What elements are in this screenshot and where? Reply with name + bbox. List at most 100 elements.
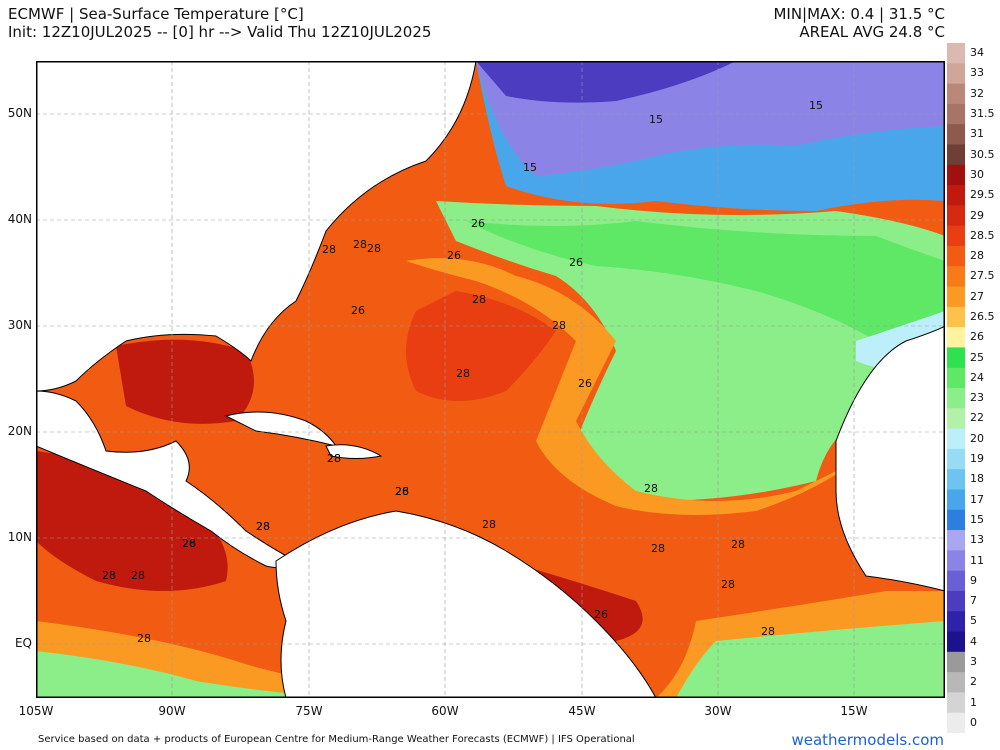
- contour-label: 28: [102, 569, 116, 582]
- color-scale-label: 18: [970, 472, 984, 486]
- color-scale-label: 20: [970, 431, 984, 445]
- header-right: MIN|MAX: 0.4 | 31.5 °C AREAL AVG 24.8 °C: [773, 5, 945, 41]
- contour-label: 15: [649, 113, 663, 126]
- contour-label: 28: [395, 485, 409, 498]
- contour-label: 28: [182, 537, 196, 550]
- color-scale-swatch: [947, 408, 965, 430]
- color-scale-swatch: [947, 306, 965, 328]
- color-scale-label: 2: [970, 675, 977, 689]
- contour-label: 28: [353, 238, 367, 251]
- color-scale-label: 32: [970, 86, 984, 100]
- color-scale-swatch: [947, 448, 965, 470]
- contour-label: 28: [721, 578, 735, 591]
- color-scale-swatch: [947, 590, 965, 612]
- latitude-label: 40N: [7, 212, 32, 226]
- color-scale-label: 31.5: [970, 107, 995, 121]
- color-scale-label: 22: [970, 411, 984, 425]
- ocean-eq-atlantic-green: [676, 621, 945, 698]
- color-scale-label: 30: [970, 167, 984, 181]
- color-scale-label: 9: [970, 573, 977, 587]
- color-scale-swatch: [947, 631, 965, 653]
- contour-label: 28: [327, 452, 341, 465]
- color-scale-label: 34: [970, 46, 984, 60]
- color-scale-label: 0: [970, 715, 977, 729]
- minmax-readout: MIN|MAX: 0.4 | 31.5 °C: [773, 5, 945, 23]
- color-scale-swatch: [947, 225, 965, 247]
- longitude-label: 45W: [568, 704, 596, 718]
- contour-label: 26: [447, 249, 461, 262]
- map-frame: [36, 61, 945, 698]
- color-scale-swatch: [947, 63, 965, 85]
- contour-label: 28: [552, 319, 566, 332]
- color-scale-label: 33: [970, 66, 984, 80]
- color-scale-swatch: [947, 144, 965, 166]
- contour-label: 26: [594, 608, 608, 621]
- color-scale-swatch: [947, 245, 965, 267]
- color-scale-label: 27: [970, 289, 984, 303]
- contour-label: 26: [578, 377, 592, 390]
- ocean-gulfstream-warm: [406, 291, 556, 401]
- contour-label: 28: [761, 625, 775, 638]
- latitude-label: 50N: [7, 106, 32, 120]
- color-scale-swatch: [947, 124, 965, 145]
- ocean-gulf-of-mexico: [116, 339, 254, 424]
- color-scale-label: 30.5: [970, 147, 995, 161]
- longitude-label: 105W: [18, 704, 54, 718]
- color-scale-label: 1: [970, 695, 977, 709]
- ocean-eq-pacific-green: [36, 651, 336, 698]
- map-title: ECMWF | Sea-Surface Temperature [°C]: [8, 5, 304, 23]
- color-scale-label: 26: [970, 330, 984, 344]
- land-central-america: [36, 390, 297, 569]
- color-scale-label: 25: [970, 350, 984, 364]
- contour-label: 26: [182, 537, 196, 550]
- contour-label: 28: [482, 518, 496, 531]
- color-scale-label: 28: [970, 249, 984, 263]
- color-scale-label: 5: [970, 614, 977, 628]
- color-scale-swatch: [947, 672, 965, 693]
- contour-label: 15: [809, 99, 823, 112]
- color-scale-swatch: [947, 469, 965, 490]
- land-hispaniola: [325, 444, 383, 459]
- ocean-green-band: [466, 221, 945, 341]
- longitude-label: 30W: [704, 704, 732, 718]
- land-north-america: [36, 61, 477, 392]
- contour-label: 28: [256, 520, 270, 533]
- color-scale-swatch: [947, 388, 965, 409]
- color-scale-swatch: [947, 489, 965, 511]
- color-scale-swatch: [947, 103, 965, 125]
- color-scale-label: 17: [970, 492, 984, 506]
- contour-label: 28: [131, 569, 145, 582]
- color-scale-swatch: [947, 185, 965, 206]
- color-scale-swatch: [947, 43, 965, 64]
- color-scale-swatch: [947, 327, 965, 348]
- areal-avg-readout: AREAL AVG 24.8 °C: [799, 23, 945, 41]
- contour-label: 26: [569, 256, 583, 269]
- contour-label: 28: [256, 520, 270, 533]
- color-scale-label: 28.5: [970, 228, 995, 242]
- latitude-label: EQ: [14, 636, 32, 650]
- color-scale-label: 11: [970, 553, 984, 567]
- color-scale-bar: [947, 43, 965, 733]
- color-scale-label: 23: [970, 391, 984, 405]
- color-scale-swatch: [947, 611, 965, 633]
- color-scale-swatch: [947, 205, 965, 227]
- color-scale-label: 19: [970, 452, 984, 466]
- land-south-america: [275, 510, 657, 698]
- map-subtitle: Init: 12Z10JUL2025 -- [0] hr --> Valid T…: [8, 23, 432, 41]
- header-left: ECMWF | Sea-Surface Temperature [°C] Ini…: [8, 5, 431, 41]
- color-scale-swatch: [947, 530, 965, 551]
- color-scale-swatch: [947, 266, 965, 288]
- longitude-label: 90W: [158, 704, 186, 718]
- contour-label: 28: [651, 542, 665, 555]
- longitude-label: 15W: [840, 704, 868, 718]
- contour-label: 28: [137, 632, 151, 645]
- color-scale-swatch: [947, 164, 965, 186]
- contour-label: 26: [471, 217, 485, 230]
- contour-label: 26: [351, 304, 365, 317]
- color-scale-label: 7: [970, 594, 977, 608]
- longitude-label: 75W: [295, 704, 323, 718]
- brand-link[interactable]: weathermodels.com: [791, 731, 944, 749]
- contour-label: 28: [731, 538, 745, 551]
